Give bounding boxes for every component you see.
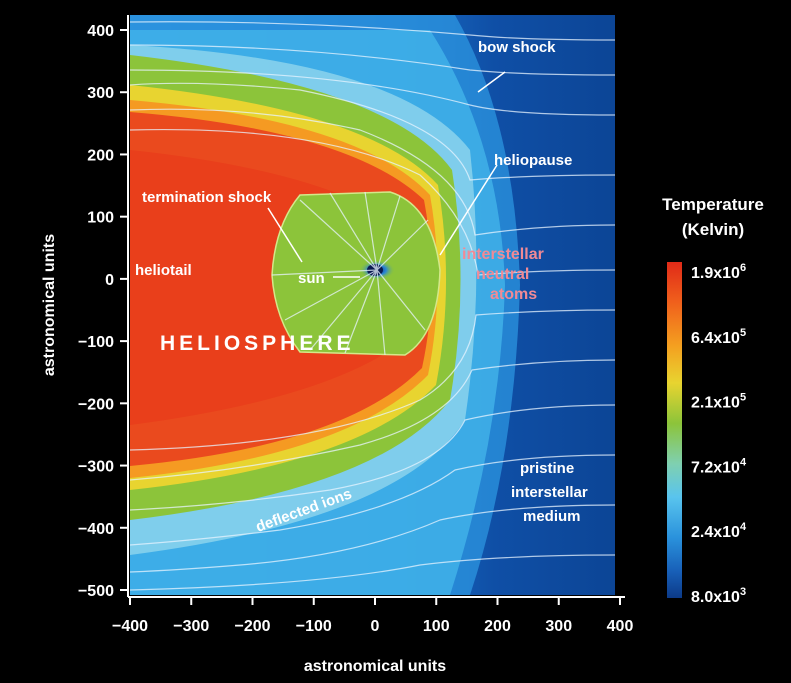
y-tick-label: −400 [78, 521, 114, 538]
heliotail-label: heliotail [135, 262, 192, 279]
streamlines [130, 21, 615, 591]
colorbar-labels: 1.9x106 6.4x105 2.1x105 7.2x104 2.4x104 8.0x1… [691, 262, 747, 606]
annotation-pointers [267, 71, 506, 278]
interstellar-neutral-atoms-line2: neutral [476, 266, 529, 283]
colorbar-label: 1.9x106 [691, 262, 746, 282]
x-ticks: −400 −300 −200 −100 0 100 200 300 400 [112, 597, 633, 635]
termination-shock-label: termination shock [142, 189, 272, 206]
temperature-map [130, 15, 615, 595]
interstellar-neutral-atoms-line1: interstellar [462, 246, 544, 263]
y-ticks: 400 300 200 100 0 −100 −200 −300 −400 −500 [78, 23, 128, 600]
y-tick-label: −100 [78, 334, 114, 351]
y-tick-label: 300 [87, 85, 114, 102]
y-tick-label: −500 [78, 583, 114, 600]
colorbar-label: 2.4x104 [691, 521, 747, 541]
y-tick-label: 200 [87, 147, 114, 164]
heliosphere-label: HELIOSPHERE [160, 332, 355, 355]
bow-shock-label: bow shock [478, 39, 556, 56]
heliopause-label: heliopause [494, 152, 572, 169]
x-axis-label: astronomical units [304, 658, 446, 675]
x-tick-label: −100 [296, 618, 332, 635]
axes [127, 15, 625, 598]
x-tick-label: 100 [423, 618, 450, 635]
colorbar [667, 262, 682, 598]
pristine-medium-line2: interstellar [511, 484, 588, 501]
x-tick-label: 200 [484, 618, 511, 635]
x-tick-label: −300 [173, 618, 209, 635]
x-tick-label: −400 [112, 618, 148, 635]
termination-shock-sphere [271, 191, 441, 356]
colorbar-label: 8.0x103 [691, 586, 746, 606]
colorbar-title-line2: (Kelvin) [682, 220, 744, 239]
colorbar-title-line1: Temperature [662, 195, 764, 214]
y-tick-label: 100 [87, 210, 114, 227]
interstellar-neutral-atoms-line3: atoms [490, 286, 537, 303]
colorbar-label: 7.2x104 [691, 456, 747, 476]
y-tick-label: 400 [87, 23, 114, 40]
y-tick-label: −200 [78, 396, 114, 413]
colorbar-label: 6.4x105 [691, 327, 746, 347]
x-tick-label: 300 [545, 618, 572, 635]
x-tick-label: 400 [607, 618, 634, 635]
pristine-medium-line1: pristine [520, 460, 574, 477]
pristine-medium-line3: medium [523, 508, 581, 525]
x-tick-label: −200 [234, 618, 270, 635]
y-tick-label: −300 [78, 459, 114, 476]
y-tick-label: 0 [105, 272, 114, 289]
sun-label: sun [298, 270, 325, 287]
y-axis-label: astronomical units [41, 234, 58, 376]
colorbar-label: 2.1x105 [691, 392, 746, 412]
x-tick-label: 0 [371, 618, 380, 635]
